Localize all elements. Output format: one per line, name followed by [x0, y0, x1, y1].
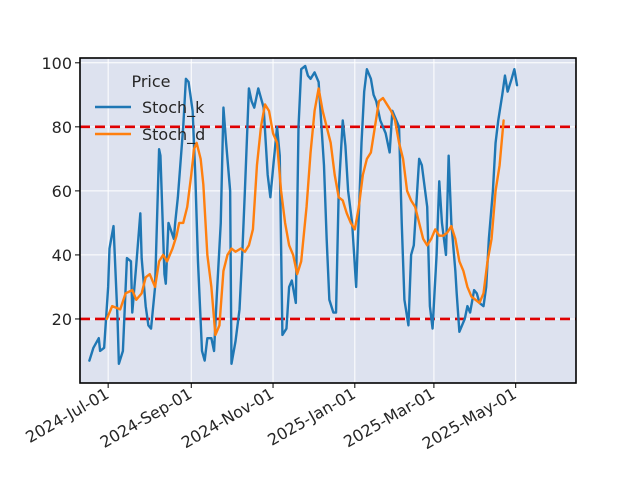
x-tick-label: 2024-Nov-01: [178, 384, 277, 452]
y-tick-label: 20: [52, 310, 72, 329]
legend-title: Price: [131, 72, 170, 91]
y-tick-label: 80: [52, 118, 72, 137]
plot-frame: [79, 57, 577, 384]
y-tick-label: 100: [41, 54, 72, 73]
legend-label-stoch-d: Stoch_d: [142, 125, 205, 145]
series-line-stoch-d: [105, 87, 505, 337]
series-lines: [88, 64, 519, 365]
y-tick-label: 40: [52, 246, 72, 265]
legend-label-stoch-k: Stoch_k: [142, 98, 205, 118]
y-axis-ticks: 20 40 60 80 100: [41, 54, 80, 329]
reference-lines: [80, 125, 576, 321]
y-tick-label: 60: [52, 182, 72, 201]
series-line-stoch-k: [88, 64, 519, 365]
x-axis-ticks: 2024-Jul-012024-Sep-012024-Nov-012025-Ja…: [22, 383, 520, 453]
legend: Price Stoch_k Stoch_d: [95, 72, 205, 145]
